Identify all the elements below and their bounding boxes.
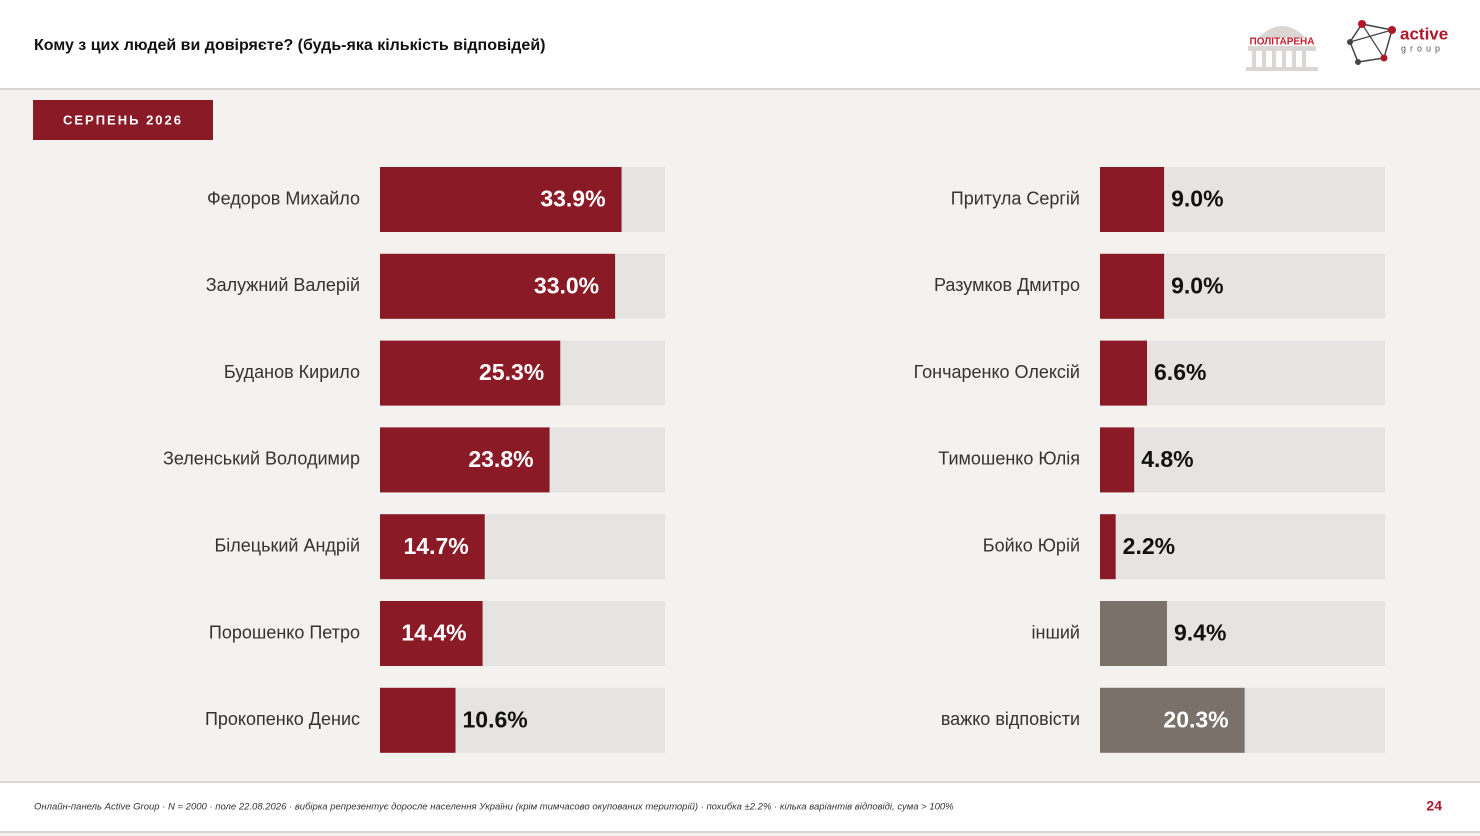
bar (1100, 514, 1116, 580)
value-label: 20.3% (1163, 706, 1228, 732)
value-label: 14.4% (401, 620, 466, 646)
value-label: 4.8% (1141, 446, 1193, 472)
bar (1100, 427, 1135, 493)
category-label: важко відповісти (941, 709, 1080, 729)
footer-bg (0, 782, 1480, 832)
bar-track (1100, 340, 1385, 406)
logo-text: active (1400, 24, 1448, 43)
logo-text: ПОЛІТАРЕНА (1250, 37, 1315, 48)
value-label: 33.0% (534, 272, 599, 298)
bar (380, 340, 561, 406)
bar-track (1100, 514, 1385, 580)
value-label: 9.4% (1174, 620, 1226, 646)
category-label: Гончаренко Олексій (914, 362, 1080, 382)
value-label: 6.6% (1154, 359, 1206, 385)
value-label: 25.3% (479, 359, 544, 385)
category-label: Зеленський Володимир (163, 449, 360, 469)
bar (380, 427, 550, 493)
bar (380, 253, 616, 319)
page-number: 24 (1426, 798, 1442, 814)
header-bg (0, 0, 1480, 88)
category-label: Федоров Михайло (207, 188, 360, 208)
bar (1100, 340, 1148, 406)
category-label: Разумков Дмитро (934, 275, 1080, 295)
bar (380, 514, 485, 580)
bar (1100, 253, 1165, 319)
value-label: 14.7% (404, 533, 469, 559)
footnote: Онлайн-панель Active Group · N = 2000 · … (34, 802, 954, 813)
active-group-logo: active group (1347, 20, 1448, 65)
category-label: Бойко Юрій (983, 535, 1080, 555)
value-label: 9.0% (1171, 186, 1223, 212)
category-label: Притула Сергій (951, 188, 1080, 208)
bar-track (1100, 427, 1385, 493)
title: Кому з цих людей ви довіряєте? (будь-яка… (34, 37, 545, 54)
bar (1100, 167, 1165, 232)
value-label: 2.2% (1123, 533, 1175, 559)
badge-text: СЕРПЕНЬ 2026 (63, 112, 183, 127)
category-label: Білецький Андрій (214, 535, 360, 555)
category-label: Прокопенко Денис (205, 709, 360, 729)
bar (380, 687, 456, 753)
category-label: інший (1032, 622, 1081, 642)
category-label: Залужний Валерій (206, 275, 360, 295)
bar (1100, 601, 1167, 666)
value-label: 23.8% (468, 446, 533, 472)
value-label: 33.9% (540, 186, 605, 212)
logo-subtext: group (1401, 43, 1444, 53)
politarena-logo: ПОЛІТАРЕНА (1246, 26, 1318, 71)
bar (380, 167, 622, 232)
category-label: Тимошенко Юлія (938, 449, 1080, 469)
category-label: Буданов Кирило (224, 362, 360, 382)
badge (33, 100, 213, 140)
value-label: 9.0% (1171, 272, 1223, 298)
value-label: 10.6% (463, 706, 528, 732)
bar (1100, 687, 1245, 753)
category-label: Порошенко Петро (209, 622, 360, 642)
bar (380, 601, 483, 666)
